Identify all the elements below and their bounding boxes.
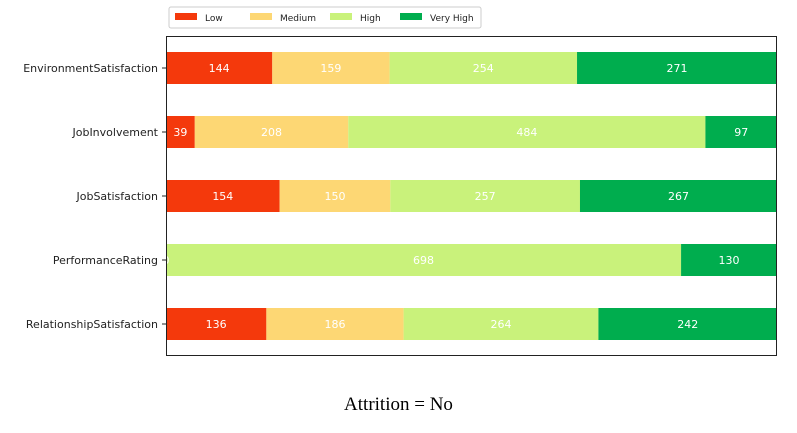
bar-value-label: 271	[667, 62, 688, 75]
bar-JobInvolvement-high	[348, 116, 706, 148]
bar-value-label: 257	[475, 190, 496, 203]
bar-RelationshipSatisfaction-high	[403, 308, 599, 340]
y-tick-label: PerformanceRating	[53, 254, 158, 267]
bar-value-label: 264	[491, 318, 512, 331]
plot-frame	[166, 36, 777, 356]
chart-legend: Low Medium High Very High	[168, 6, 482, 29]
y-tick-labels: EnvironmentSatisfaction JobInvolvement Job…	[23, 62, 166, 331]
bar-value-label: 242	[677, 318, 698, 331]
bar-value-label: 136	[206, 318, 227, 331]
bar-value-label: 698	[413, 254, 434, 267]
legend-swatch	[250, 13, 272, 20]
legend-label: Medium	[280, 14, 316, 24]
bar-value-label: 144	[209, 62, 230, 75]
chart-caption: Attrition = No	[344, 394, 453, 415]
legend-swatch	[400, 13, 422, 20]
bar-JobSatisfaction-low	[166, 180, 280, 212]
bar-value-label: 39	[173, 126, 187, 139]
bar-EnvironmentSatisfaction-medium	[272, 52, 390, 84]
y-tick-label: JobInvolvement	[71, 126, 158, 139]
bar-value-label: 159	[320, 62, 341, 75]
bar-RelationshipSatisfaction-very-high	[598, 308, 777, 340]
bar-PerformanceRating-high	[166, 244, 682, 276]
legend-box	[168, 6, 482, 29]
bar-JobSatisfaction-very-high	[579, 180, 777, 212]
bar-JobInvolvement-very-high	[705, 116, 777, 148]
bar-value-label: 130	[719, 254, 740, 267]
bar-value-label: 254	[473, 62, 494, 75]
bar-RelationshipSatisfaction-low	[166, 308, 267, 340]
bar-value-label: 484	[516, 126, 537, 139]
bar-JobSatisfaction-medium	[279, 180, 391, 212]
legend-label: Very High	[430, 14, 474, 24]
bar-PerformanceRating-very-high	[681, 244, 777, 276]
bar-value-label: 150	[324, 190, 345, 203]
bar-value-label: 208	[261, 126, 282, 139]
bars-group: 144 159 254 271 39 208 484 97 154 150 257 267 698 130…	[163, 52, 777, 340]
legend-label: High	[360, 14, 381, 24]
bar-value-label: 267	[668, 190, 689, 203]
bar-EnvironmentSatisfaction-high	[389, 52, 578, 84]
bar-JobInvolvement-low	[166, 116, 195, 148]
bar-value-label: 97	[734, 126, 748, 139]
bar-JobInvolvement-medium	[194, 116, 349, 148]
bar-JobSatisfaction-high	[390, 180, 580, 212]
y-tick-label: JobSatisfaction	[75, 190, 158, 203]
bar-RelationshipSatisfaction-medium	[266, 308, 404, 340]
bar-EnvironmentSatisfaction-very-high	[577, 52, 777, 84]
bar-EnvironmentSatisfaction-low	[166, 52, 273, 84]
bar-value-label: 154	[212, 190, 233, 203]
legend-swatch	[330, 13, 352, 20]
legend-label: Low	[205, 14, 223, 24]
bar-value-label: 186	[324, 318, 345, 331]
y-tick-label: EnvironmentSatisfaction	[23, 62, 158, 75]
legend-swatch	[175, 13, 197, 20]
y-tick-label: RelationshipSatisfaction	[26, 318, 158, 331]
